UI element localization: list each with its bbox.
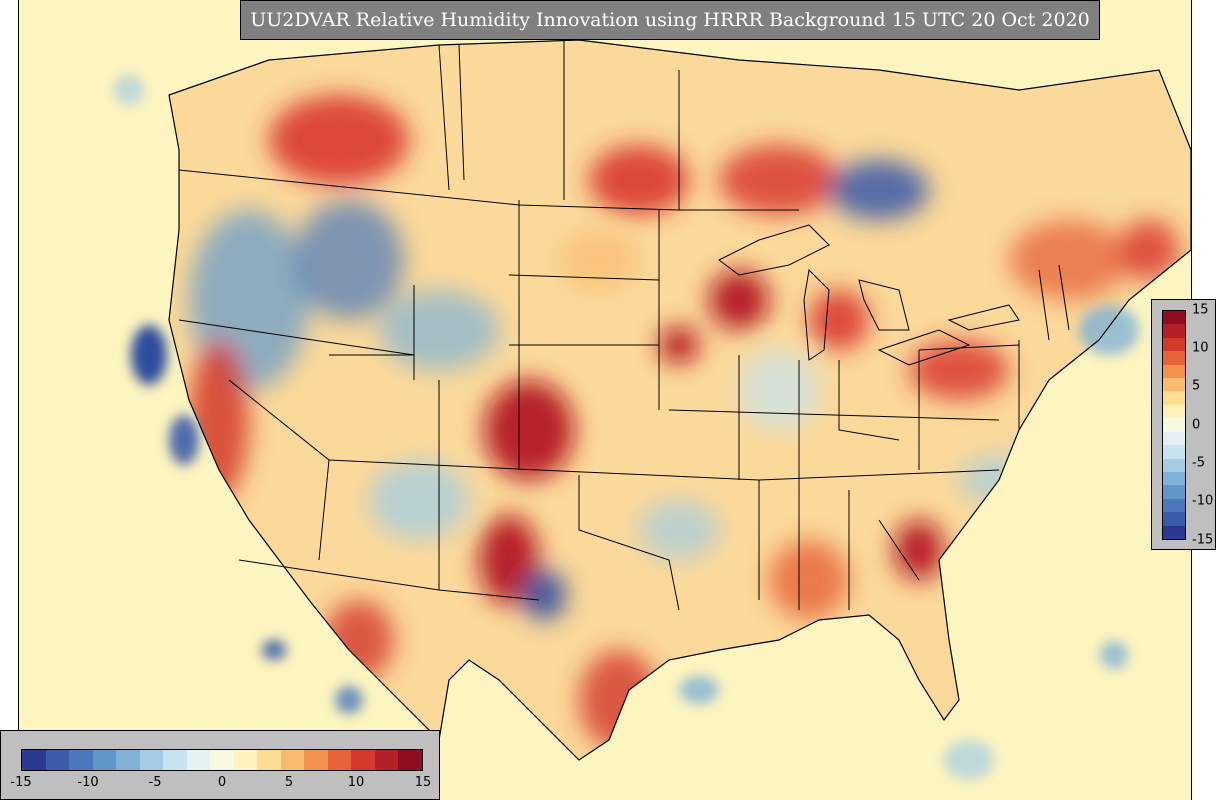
colorbar-bottom-tick: -15 bbox=[10, 775, 32, 790]
colorbar-right-tick: -10 bbox=[1192, 493, 1214, 509]
map-panel bbox=[18, 0, 1192, 800]
colorbar-right-tick: -5 bbox=[1192, 455, 1205, 471]
colorbar-bottom-tick: 0 bbox=[217, 775, 227, 790]
colorbar-right-segment bbox=[1163, 378, 1185, 392]
colorbar-bottom-segment bbox=[280, 750, 305, 770]
map-title: UU2DVAR Relative Humidity Innovation usi… bbox=[250, 9, 1090, 31]
colorbar-bottom-segment bbox=[22, 750, 47, 770]
colorbar-right-segment bbox=[1163, 418, 1185, 433]
colorbar-bottom-segment bbox=[210, 750, 235, 770]
colorbar-right-segment bbox=[1163, 337, 1185, 352]
colorbar-right-segment bbox=[1163, 525, 1185, 540]
colorbar-right: 15 10 5 0 -5 -10 -15 bbox=[1151, 299, 1216, 550]
colorbar-right-segment bbox=[1163, 324, 1185, 339]
colorbar-bottom-tick: -5 bbox=[148, 775, 162, 790]
colorbar-right-segment bbox=[1163, 445, 1185, 460]
colorbar-right-segment bbox=[1163, 512, 1185, 527]
colorbar-bottom-segment bbox=[163, 750, 188, 770]
colorbar-bottom-tick: -10 bbox=[77, 775, 99, 790]
colorbar-bottom-segment bbox=[69, 750, 94, 770]
humidity-innovation-map bbox=[19, 0, 1191, 800]
colorbar-right-tick: 5 bbox=[1192, 378, 1201, 394]
colorbar-bottom-segment bbox=[374, 750, 399, 770]
colorbar-right-strip bbox=[1162, 310, 1186, 540]
colorbar-bottom: -15 -10 -5 0 5 10 15 bbox=[0, 730, 440, 800]
colorbar-right-segment bbox=[1163, 391, 1185, 406]
great-lakes bbox=[718, 224, 1020, 366]
colorbar-bottom-segment bbox=[186, 750, 211, 770]
colorbar-right-segment bbox=[1163, 364, 1185, 379]
colorbar-right-segment bbox=[1163, 471, 1185, 486]
colorbar-right-tick: 10 bbox=[1192, 340, 1209, 356]
colorbar-bottom-segment bbox=[45, 750, 70, 770]
colorbar-bottom-segment bbox=[92, 750, 117, 770]
colorbar-bottom-segment bbox=[233, 750, 258, 770]
colorbar-right-tick: 15 bbox=[1192, 302, 1209, 318]
colorbar-bottom-tick: 15 bbox=[414, 775, 432, 790]
colorbar-bottom-segment bbox=[398, 750, 423, 770]
colorbar-bottom-segment bbox=[304, 750, 329, 770]
colorbar-bottom-segment bbox=[116, 750, 141, 770]
colorbar-bottom-segment bbox=[139, 750, 164, 770]
colorbar-bottom-tick: 5 bbox=[284, 775, 294, 790]
land-base bbox=[169, 40, 1191, 760]
colorbar-right-segment bbox=[1163, 404, 1185, 419]
colorbar-right-segment bbox=[1163, 458, 1185, 473]
boundary-lines bbox=[178, 40, 1070, 611]
colorbar-right-segment bbox=[1163, 485, 1185, 500]
colorbar-right-tick: 0 bbox=[1192, 417, 1201, 433]
colorbar-bottom-strip bbox=[21, 749, 423, 771]
colorbar-bottom-segment bbox=[327, 750, 352, 770]
colorbar-bottom-segment bbox=[351, 750, 376, 770]
ocean-anomalies bbox=[114, 75, 1139, 780]
colorbar-right-tick: -15 bbox=[1192, 532, 1214, 548]
colorbar-right-segment bbox=[1163, 498, 1185, 513]
colorbar-bottom-tick: 10 bbox=[347, 775, 365, 790]
colorbar-right-segment bbox=[1163, 351, 1185, 366]
colorbar-right-segment bbox=[1163, 431, 1185, 446]
colorbar-bottom-segment bbox=[257, 750, 282, 770]
title-box: UU2DVAR Relative Humidity Innovation usi… bbox=[240, 0, 1100, 40]
colorbar-right-segment bbox=[1163, 311, 1185, 325]
coastline bbox=[168, 39, 1191, 761]
